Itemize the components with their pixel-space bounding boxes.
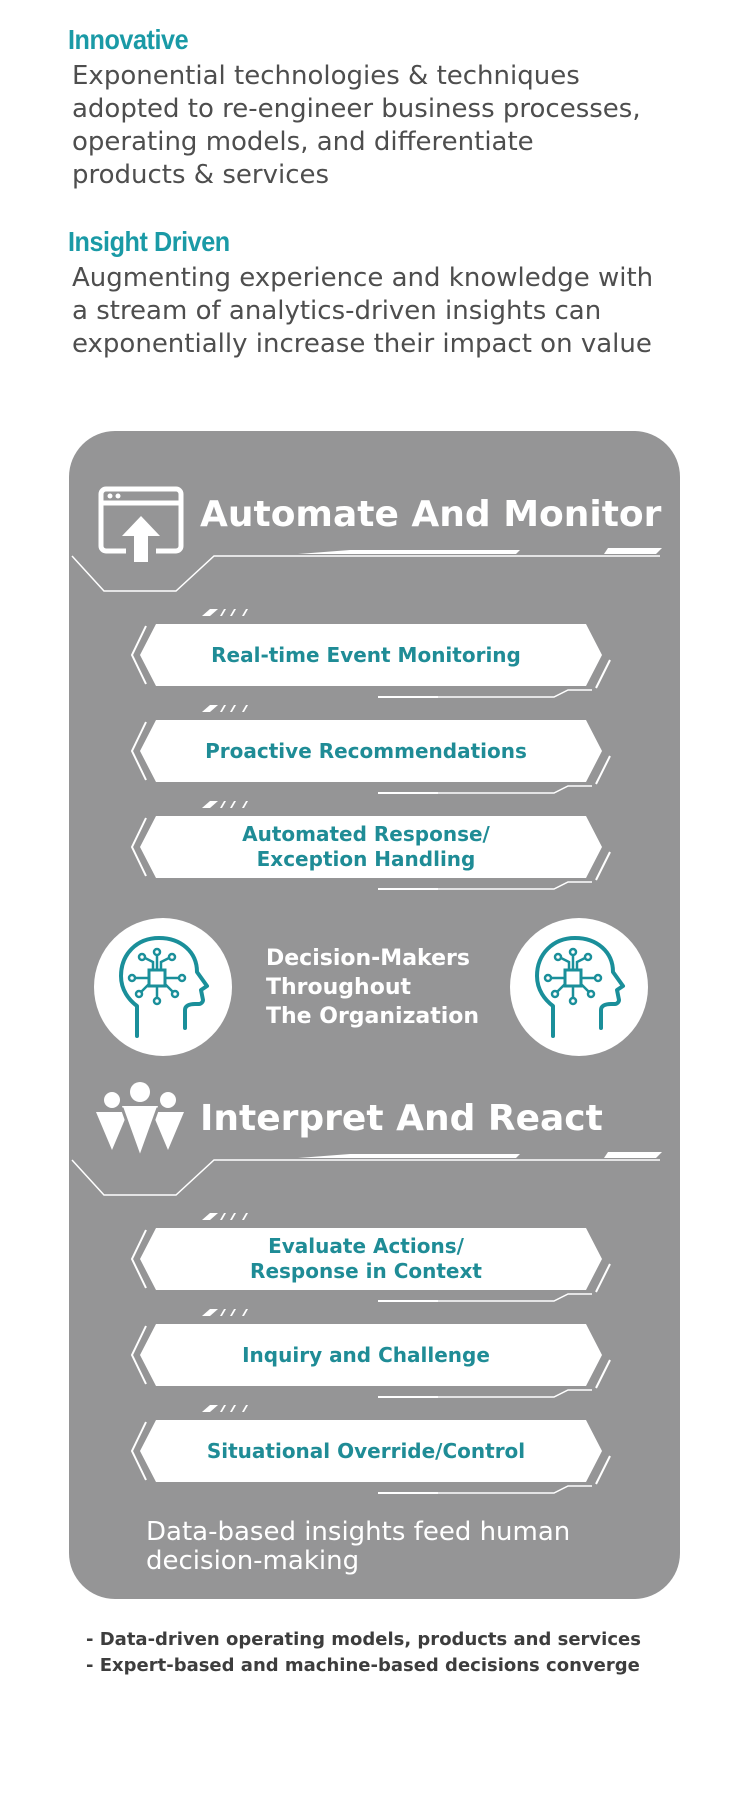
ai-head-icon <box>119 936 209 1038</box>
summary-bullets: - Data-driven operating models, products… <box>86 1627 641 1679</box>
innovative-heading: Innovative <box>68 24 189 55</box>
left-head-circle <box>94 918 232 1056</box>
automate-monitor-title: Automate And Monitor <box>200 494 662 535</box>
panel-footer-note: Data-based insights feed human decision-… <box>146 1517 571 1576</box>
pill-real-time-event-monitoring: Real-time Event Monitoring <box>211 642 521 667</box>
decision-makers-label: Decision-Makers Throughout The Organizat… <box>266 946 480 1029</box>
bullet-item: - Data-driven operating models, products… <box>86 1629 641 1650</box>
browser-upload-icon <box>98 486 184 564</box>
bullet-item: - Expert-based and machine-based decisio… <box>86 1655 640 1676</box>
right-head-circle <box>510 918 648 1056</box>
insight-driven-heading: Insight Driven <box>68 226 230 257</box>
innovative-description: Exponential technologies & techniques ad… <box>72 61 641 190</box>
people-group-icon <box>96 1082 184 1158</box>
pill-inquiry-challenge: Inquiry and Challenge <box>242 1342 490 1367</box>
pill-evaluate-actions: Evaluate Actions/ Response in Context <box>250 1234 482 1283</box>
pill-proactive-recommendations: Proactive Recommendations <box>205 738 527 763</box>
interpret-react-title: Interpret And React <box>200 1098 603 1139</box>
insight-driven-description: Augmenting experience and knowledge with… <box>72 263 654 359</box>
pill-situational-override: Situational Override/Control <box>206 1438 526 1463</box>
ai-head-icon <box>535 936 625 1038</box>
pill-automated-response: Automated Response/ Exception Handling <box>242 822 490 871</box>
